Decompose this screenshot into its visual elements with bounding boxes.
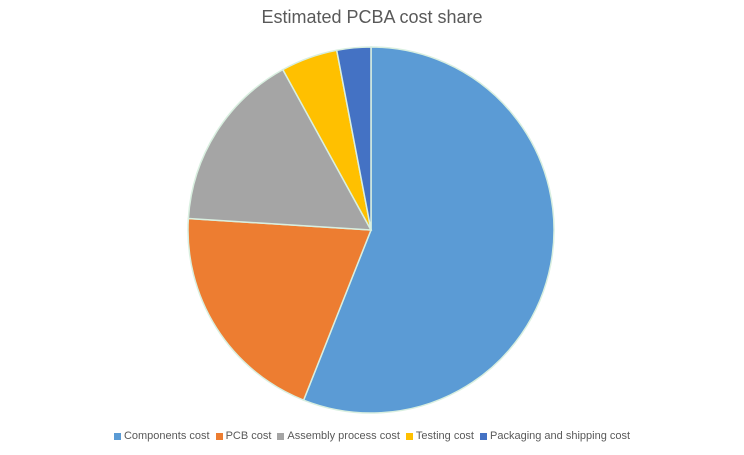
pie-slice-packaging-and-shipping-cost: [335, 46, 372, 231]
legend-swatch: [405, 432, 413, 440]
legend-item: Packaging and shipping cost: [480, 430, 630, 442]
legend-item: Components cost: [113, 430, 210, 442]
legend-label: PCB cost: [225, 430, 272, 442]
legend-label: Assembly process cost: [287, 430, 400, 442]
pie-slices: [187, 46, 555, 414]
legend-swatch: [113, 432, 121, 440]
legend-swatch: [215, 432, 223, 440]
legend-item: Testing cost: [405, 430, 474, 442]
legend-label: Testing cost: [415, 430, 474, 442]
legend: Components cost PCB cost Assembly process …: [0, 430, 744, 442]
pie-slice-assembly-process-cost: [187, 68, 373, 231]
legend-label: Packaging and shipping cost: [490, 430, 631, 442]
chart-title: Estimated PCBA cost share: [261, 7, 483, 27]
pie-slice-components-cost: [302, 46, 555, 414]
pie-slice-pcb-cost: [187, 217, 373, 402]
legend-swatch: [277, 432, 285, 440]
legend-label: Components cost: [123, 430, 210, 442]
legend-item: Assembly process cost: [277, 430, 400, 442]
legend-item: PCB cost: [215, 430, 272, 442]
legend-swatch: [480, 432, 487, 440]
